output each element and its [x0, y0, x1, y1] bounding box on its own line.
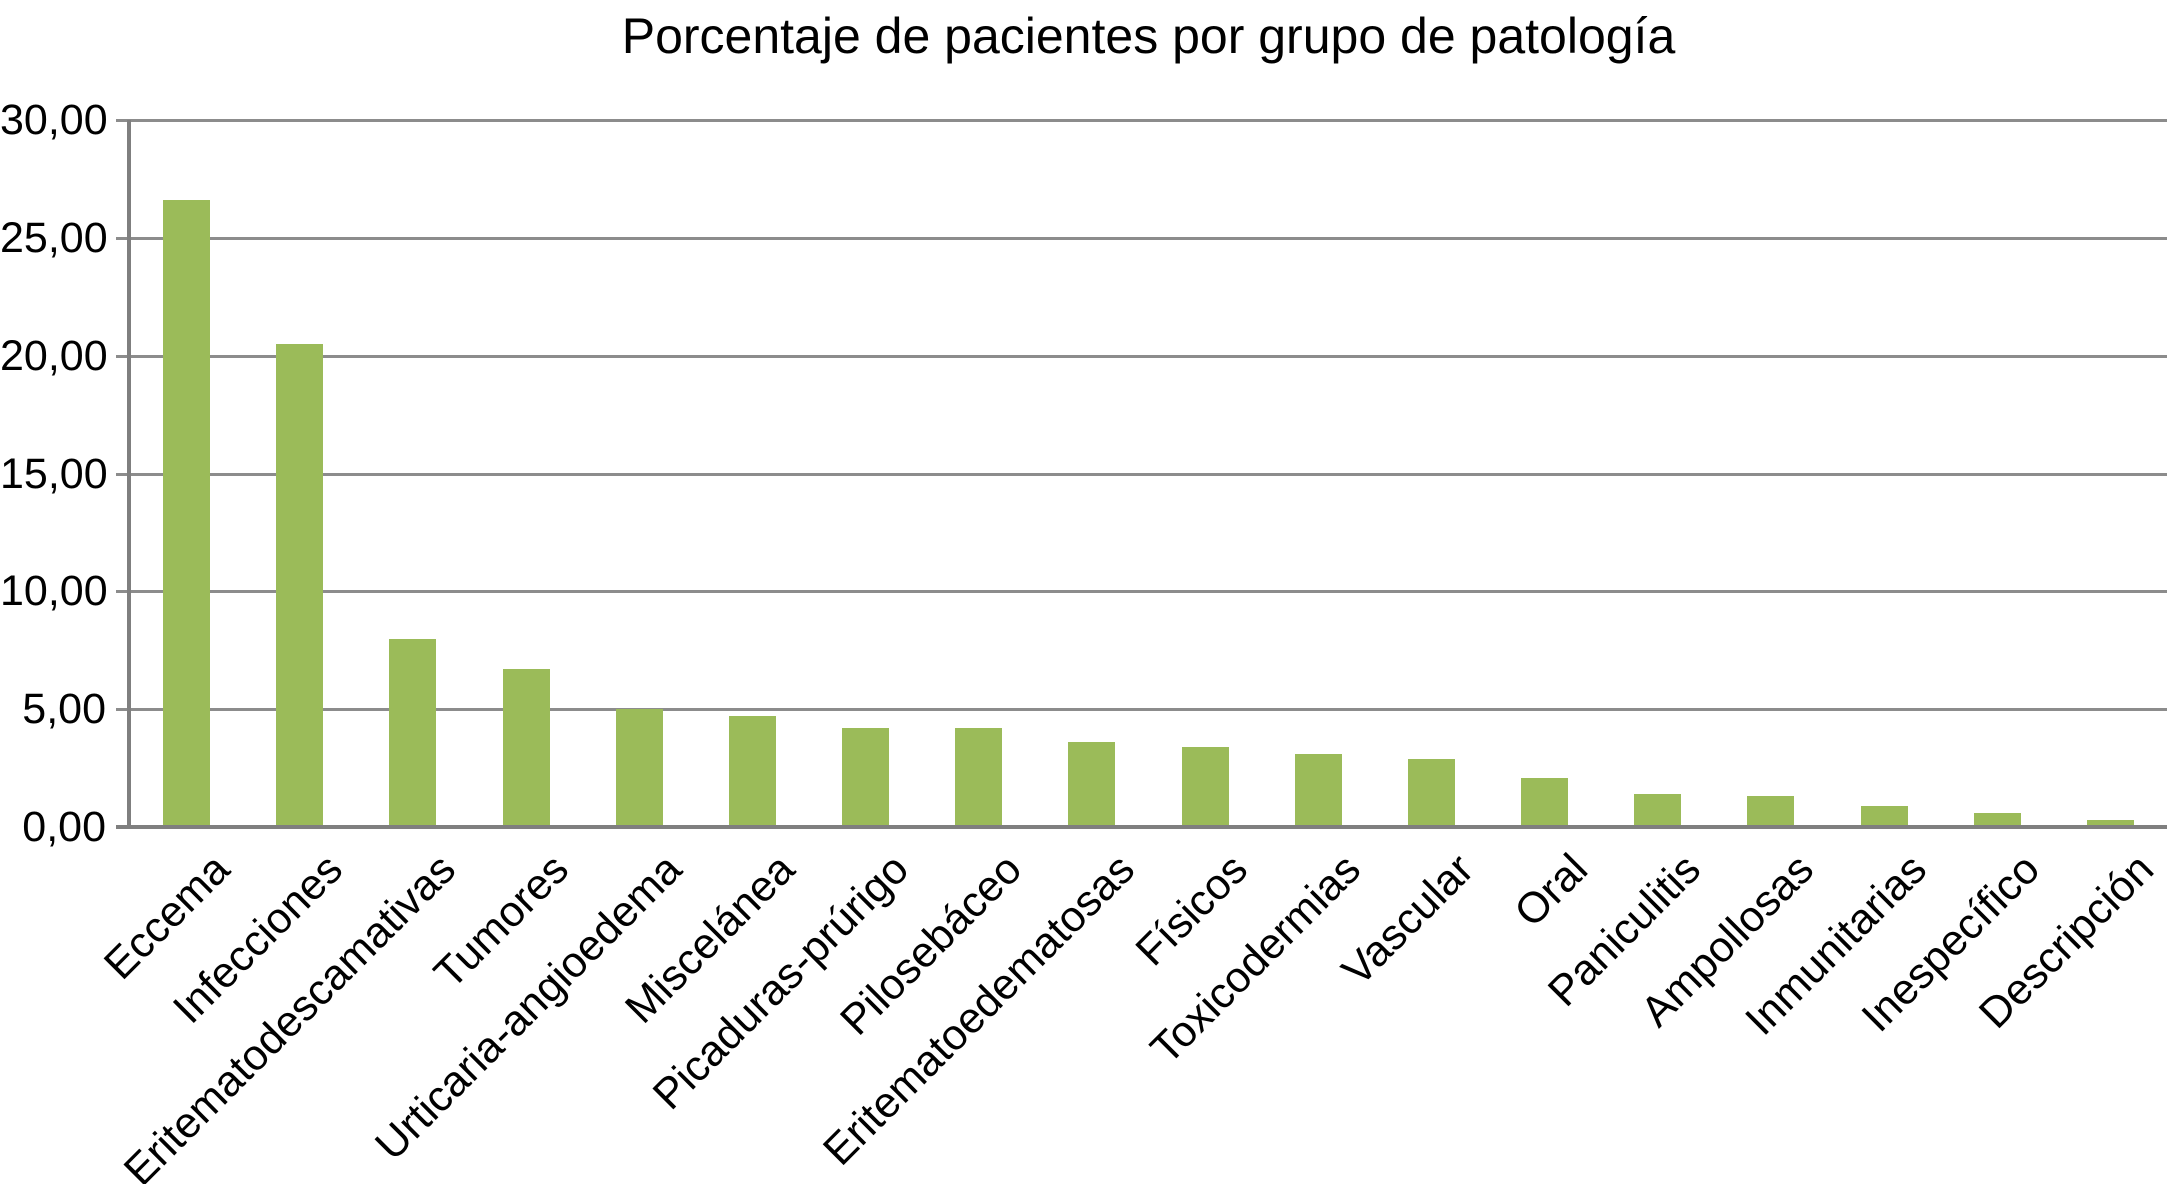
bar-eccema	[163, 200, 211, 827]
y-tick-label-30: 30,00	[0, 96, 108, 144]
bar-pilosebaceo	[955, 728, 1003, 827]
category-slot-infecciones: Infecciones	[164, 120, 356, 1033]
bar-descripcion	[2087, 819, 2134, 827]
category-slot-oral: Oral	[1488, 120, 1601, 936]
bar-picaduras-prurigo	[842, 728, 890, 827]
y-axis-tick-10	[116, 590, 131, 594]
category-slot-descripcion: Descripción	[1970, 120, 2167, 1038]
bar-fisicos	[1181, 746, 1229, 827]
category-slot-vascular: Vascular	[1333, 120, 1488, 995]
bar-eritematoedematosas	[1068, 742, 1116, 827]
category-slot-toxicodermias: Toxicodermias	[1142, 120, 1375, 1073]
y-tick-label-15: 15,00	[0, 449, 108, 498]
bar-tumores	[502, 669, 550, 827]
y-axis-tick-15	[116, 472, 131, 476]
gridline-5	[130, 708, 2167, 712]
category-slot-fisicos: Físicos	[1127, 120, 1262, 975]
bars-container: Eccema Infecciones Eritematodescamativas Tu…	[95, 120, 2167, 1184]
category-slot-urticaria-angioedema: Urticaria-angioedema	[367, 120, 696, 1170]
category-slot-paniculitis: Paniculitis	[1539, 120, 1714, 1016]
category-slot-pilosebaceo: Pilosebáceo	[831, 120, 1035, 1045]
bar-vascular	[1407, 758, 1455, 827]
category-slot-eccema: Eccema	[95, 120, 243, 989]
bar-oral	[1521, 777, 1569, 827]
y-axis-tick-5	[116, 708, 131, 712]
category-slot-inmunitarias: Inmunitarias	[1737, 120, 1941, 1045]
bar-eritematodescamativas	[389, 638, 437, 827]
y-tick-label-10: 10,00	[0, 567, 108, 616]
bar-ampollosas	[1747, 796, 1795, 827]
category-slot-miscelanea: Miscelánea	[617, 120, 809, 1033]
y-axis-tick-20	[116, 354, 131, 358]
category-slot-tumores: Tumores	[425, 120, 583, 998]
y-axis-tick-25	[116, 236, 131, 240]
y-tick-label-5: 5,00	[22, 685, 106, 734]
gridline-10	[130, 590, 2167, 594]
gridline-25	[130, 236, 2167, 240]
chart-title: Porcentaje de pacientes por grupo de pat…	[621, 8, 1676, 64]
bar-infecciones	[276, 343, 324, 827]
y-axis-tick-30	[116, 119, 131, 122]
category-slot-inespecifico: Inespecífico	[1853, 120, 2054, 1041]
bar-toxicodermias	[1294, 753, 1342, 827]
y-axis-line	[127, 120, 131, 827]
category-slot-eritematoedematosas: Eritematoedematosas	[814, 120, 1148, 1175]
bar-urticaria-angioedema	[615, 709, 663, 827]
y-tick-label-0: 0,00	[22, 803, 106, 851]
gridline-20	[130, 354, 2167, 358]
bar-inmunitarias	[1860, 805, 1908, 827]
plot-area: Eccema Infecciones Eritematodescamativas Tu…	[95, 119, 2167, 1184]
bar-paniculitis	[1634, 794, 1682, 827]
x-axis-line	[116, 825, 2167, 829]
category-slot-eritematodescamativas: Eritematodescamativas	[115, 120, 469, 1184]
gridline-15	[130, 472, 2167, 476]
bar-inespecifico	[1973, 812, 2021, 827]
category-slot-ampollosas: Ampollosas	[1632, 120, 1827, 1036]
y-tick-label-20: 20,00	[0, 331, 108, 380]
category-slot-picaduras-prurigo: Picaduras-prúrigo	[644, 120, 922, 1119]
bar-miscelanea	[728, 716, 776, 827]
y-tick-label-25: 25,00	[0, 213, 108, 262]
gridline-30	[130, 119, 2167, 122]
